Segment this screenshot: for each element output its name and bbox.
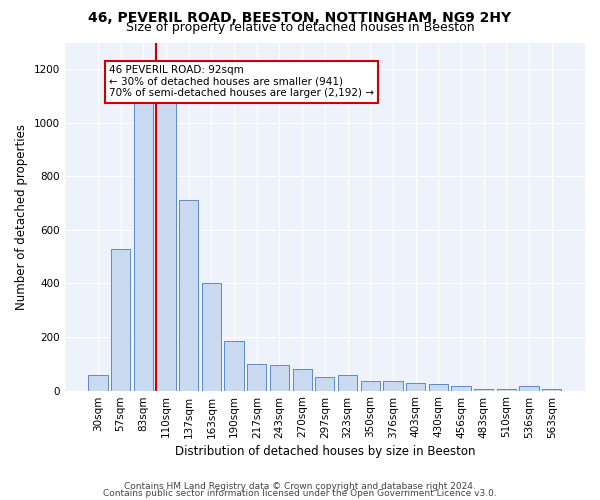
Bar [542,389,562,390]
Bar [520,386,539,390]
Bar [428,384,448,390]
Text: 46, PEVERIL ROAD, BEESTON, NOTTINGHAM, NG9 2HY: 46, PEVERIL ROAD, BEESTON, NOTTINGHAM, N… [88,11,512,25]
Bar [338,374,357,390]
Bar [293,369,312,390]
Bar [451,386,470,390]
Bar [224,341,244,390]
Bar [157,70,176,390]
Bar [179,200,199,390]
Bar [406,382,425,390]
X-axis label: Distribution of detached houses by size in Beeston: Distribution of detached houses by size … [175,444,475,458]
Text: Contains public sector information licensed under the Open Government Licence v3: Contains public sector information licen… [103,490,497,498]
Bar [497,389,516,390]
Bar [361,381,380,390]
Bar [134,70,153,390]
Text: 46 PEVERIL ROAD: 92sqm
← 30% of detached houses are smaller (941)
70% of semi-de: 46 PEVERIL ROAD: 92sqm ← 30% of detached… [109,66,374,98]
Text: Contains HM Land Registry data © Crown copyright and database right 2024.: Contains HM Land Registry data © Crown c… [124,482,476,491]
Bar [111,248,130,390]
Bar [270,365,289,390]
Bar [383,381,403,390]
Text: Size of property relative to detached houses in Beeston: Size of property relative to detached ho… [125,22,475,35]
Bar [202,284,221,391]
Bar [474,389,493,390]
Bar [88,374,107,390]
Bar [315,377,334,390]
Bar [247,364,266,390]
Y-axis label: Number of detached properties: Number of detached properties [15,124,28,310]
